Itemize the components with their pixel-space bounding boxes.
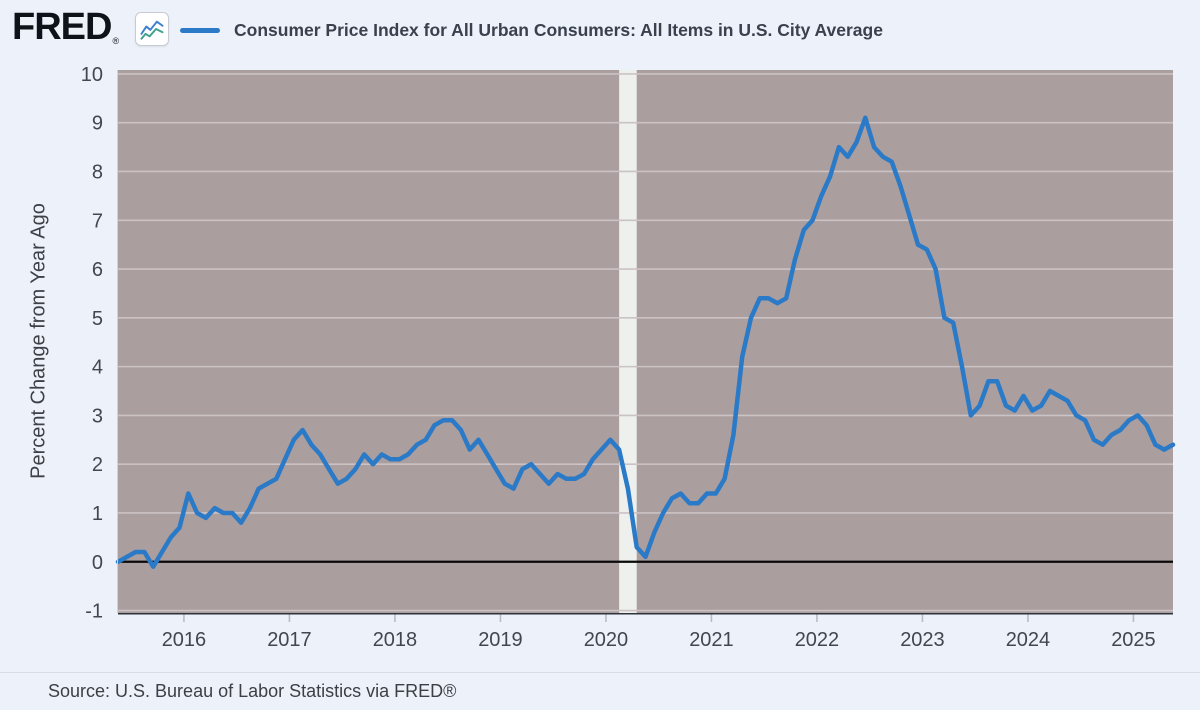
x-tick-label: 2018 <box>373 629 418 651</box>
y-tick-label: -1 <box>85 601 103 623</box>
chart-title[interactable]: Consumer Price Index for All Urban Consu… <box>234 20 883 40</box>
source-note: Source: U.S. Bureau of Labor Statistics … <box>48 680 457 701</box>
fred-logo[interactable]: FRED ® <box>12 6 119 49</box>
series-legend-marker <box>180 28 220 33</box>
x-tick-label: 2019 <box>478 629 523 651</box>
x-tick-label: 2022 <box>795 629 840 651</box>
plot-area <box>118 70 1173 613</box>
x-tick-label: 2025 <box>1111 629 1156 651</box>
y-tick-label: 4 <box>92 357 103 379</box>
y-tick-label: 3 <box>92 405 103 427</box>
footer-divider <box>0 672 1200 673</box>
sparkline-chart-icon-svg <box>140 20 164 40</box>
x-tick-label: 2020 <box>584 629 629 651</box>
y-tick-label: 8 <box>92 161 103 183</box>
y-tick-label: 1 <box>92 503 103 525</box>
y-tick-label: 2 <box>92 454 103 476</box>
x-tick-label: 2016 <box>162 629 207 651</box>
x-tick-label: 2021 <box>689 629 734 651</box>
registered-mark: ® <box>112 36 119 46</box>
y-tick-label: 0 <box>92 552 103 574</box>
chart-legend: Consumer Price Index for All Urban Consu… <box>180 20 883 41</box>
y-tick-label: 5 <box>92 308 103 330</box>
y-tick-label: 6 <box>92 259 103 281</box>
y-tick-label: 10 <box>81 64 103 86</box>
sparkline-chart-icon <box>135 12 169 46</box>
cpi-series-line[interactable] <box>115 115 1176 569</box>
y-tick-label: 7 <box>92 210 103 232</box>
fred-logo-text: FRED <box>12 6 112 48</box>
x-tick-label: 2017 <box>267 629 312 651</box>
y-tick-label: 9 <box>92 113 103 135</box>
y-axis-title: Percent Change from Year Ago <box>27 203 50 479</box>
x-tick-label: 2024 <box>1006 629 1051 651</box>
x-tick-label: 2023 <box>900 629 945 651</box>
